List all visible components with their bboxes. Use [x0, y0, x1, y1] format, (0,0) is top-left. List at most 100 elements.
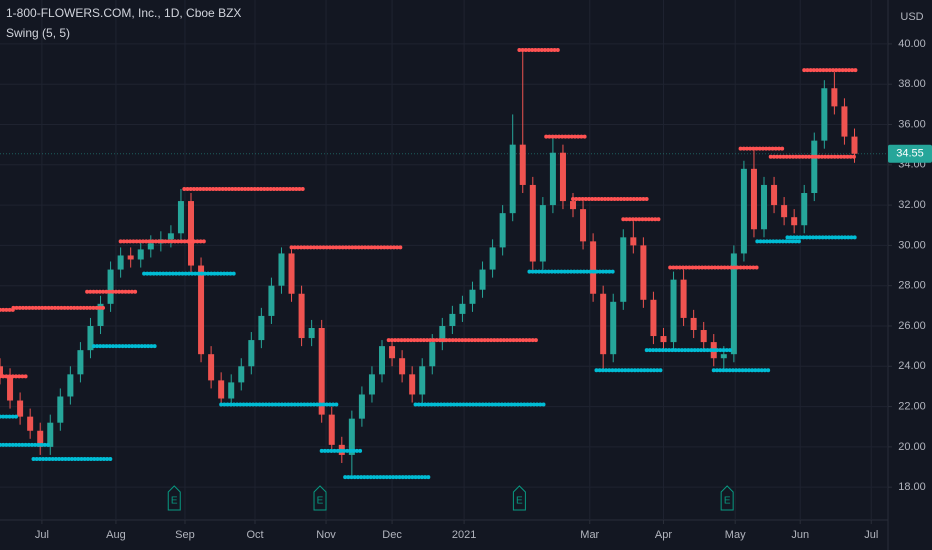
- candle-body: [590, 241, 597, 294]
- candle-body: [308, 327, 315, 339]
- y-tick-label: 40.00: [898, 38, 926, 50]
- candle-body: [37, 430, 44, 447]
- candle-body: [27, 416, 34, 431]
- candle-body: [499, 213, 506, 248]
- candle-body: [167, 233, 174, 240]
- candle-body: [358, 394, 365, 419]
- candle-body: [620, 237, 627, 302]
- candle-body: [630, 237, 637, 246]
- x-tick-label: Dec: [382, 529, 402, 541]
- candle-body: [409, 374, 416, 395]
- indicator-legend: Swing (5, 5): [6, 26, 70, 40]
- candle-body: [117, 255, 124, 270]
- grid: [0, 0, 888, 520]
- candle-body: [690, 317, 697, 331]
- candle-body: [97, 303, 104, 326]
- y-tick-label: 38.00: [898, 78, 926, 90]
- candle-body: [248, 340, 255, 367]
- candle-body: [218, 380, 225, 399]
- candle-body: [328, 414, 335, 445]
- candle-body: [771, 184, 778, 206]
- candle-body: [660, 336, 667, 343]
- candle-body: [720, 354, 727, 359]
- earnings-label: E: [171, 496, 178, 507]
- x-tick-label: Aug: [106, 529, 126, 541]
- earnings-icon: [313, 485, 327, 511]
- candle-body: [268, 285, 275, 316]
- y-tick-label: 36.00: [898, 118, 926, 130]
- y-tick-label: 30.00: [898, 239, 926, 251]
- x-tick-label: 2021: [452, 529, 476, 541]
- candle-body: [348, 418, 355, 455]
- candle-body: [529, 184, 536, 262]
- y-tick-label: 28.00: [898, 280, 926, 292]
- y-tick-label: 24.00: [898, 360, 926, 372]
- x-tick-label: Apr: [655, 529, 672, 541]
- candle-body: [238, 366, 245, 383]
- candle-body: [288, 253, 295, 294]
- candle-body: [469, 289, 476, 304]
- candle-body: [700, 330, 707, 343]
- candle-body: [77, 350, 84, 375]
- candle-body: [278, 253, 285, 286]
- candle-body: [801, 193, 808, 226]
- candle-body: [449, 313, 456, 326]
- candle-body: [519, 144, 526, 185]
- candle-body: [489, 247, 496, 270]
- candle-body: [821, 88, 828, 141]
- candle-body: [851, 136, 858, 154]
- x-tick-label: Sep: [175, 529, 195, 541]
- candle-body: [147, 243, 154, 250]
- earnings-label: E: [724, 496, 731, 507]
- last-price-label: 34.55: [896, 148, 924, 160]
- candle-body: [0, 366, 3, 377]
- candle-body: [761, 184, 768, 230]
- candle-body: [539, 205, 546, 262]
- earnings-icon: [167, 485, 181, 511]
- currency-label: USD: [900, 11, 923, 23]
- candle-body: [318, 327, 325, 415]
- y-tick-label: 26.00: [898, 320, 926, 332]
- y-tick-label: 18.00: [898, 481, 926, 493]
- candle-body: [580, 209, 587, 242]
- candle-body: [57, 396, 64, 423]
- candle-body: [831, 88, 838, 107]
- candle-body: [188, 201, 195, 266]
- candle-body: [509, 144, 516, 214]
- x-tick-label: Oct: [246, 529, 263, 541]
- x-tick-label: Jul: [35, 529, 49, 541]
- x-tick-label: Nov: [316, 529, 336, 541]
- x-tick-label: Jun: [791, 529, 809, 541]
- candle-body: [549, 152, 556, 206]
- candle-body: [107, 269, 114, 304]
- candle-body: [680, 279, 687, 318]
- candle-body: [740, 168, 747, 254]
- candle-body: [137, 249, 144, 260]
- candle-body: [439, 325, 446, 343]
- candle-body: [399, 358, 406, 375]
- candle-body: [67, 374, 74, 397]
- earnings-label: E: [317, 496, 324, 507]
- candle-body: [781, 205, 788, 218]
- candle-body: [459, 303, 466, 314]
- y-tick-label: 22.00: [898, 400, 926, 412]
- candle-body: [600, 293, 607, 355]
- earnings-icon: [720, 485, 734, 511]
- candle-body: [670, 279, 677, 343]
- candle-body: [730, 253, 737, 355]
- candle-body: [87, 325, 94, 351]
- candle-body: [228, 382, 235, 399]
- marks: [0, 47, 860, 480]
- candle-body: [198, 265, 205, 355]
- earnings-icon: [512, 485, 526, 511]
- candle-body: [419, 366, 426, 395]
- y-tick-label: 32.00: [898, 199, 926, 211]
- candle-body: [368, 374, 375, 395]
- candle-body: [7, 376, 14, 401]
- candle-body: [17, 400, 24, 417]
- candle-body: [298, 293, 305, 339]
- candle-body: [791, 217, 798, 226]
- y-tick-label: 20.00: [898, 441, 926, 453]
- candle-body: [750, 168, 757, 230]
